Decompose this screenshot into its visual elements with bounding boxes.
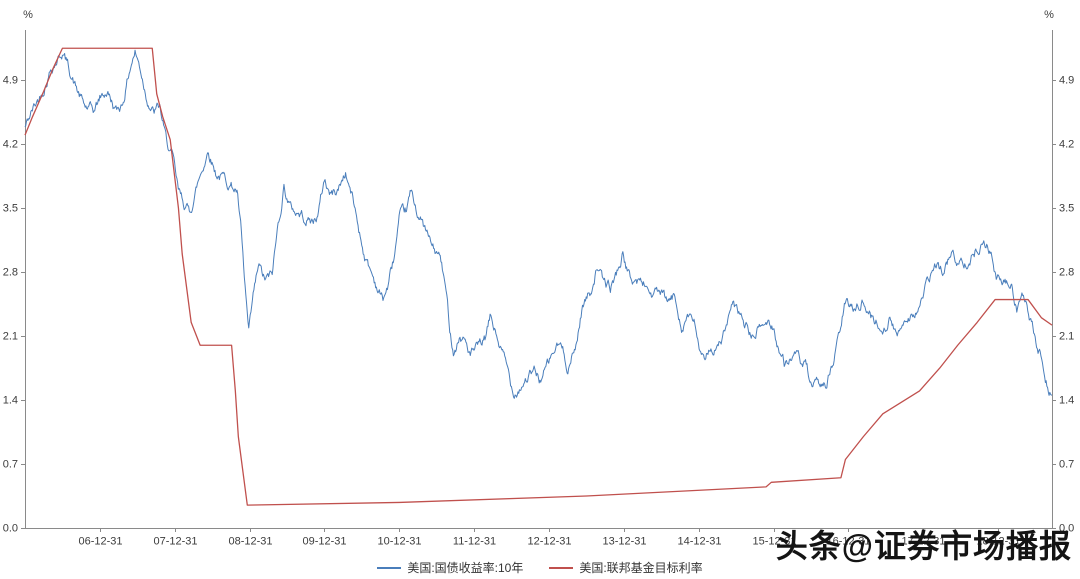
legend: 美国:国债收益率:10年 美国:联邦基金目标利率 — [0, 559, 1080, 576]
watermark-text: 头条@证券市场播报 — [775, 528, 1072, 564]
legend-label-treasury-yield: 美国:国债收益率:10年 — [407, 561, 524, 575]
line-chart-canvas — [0, 0, 1080, 556]
legend-item-treasury-yield: 美国:国债收益率:10年 — [377, 559, 523, 576]
legend-item-fed-funds-rate: 美国:联邦基金目标利率 — [549, 559, 703, 576]
legend-line-fed-funds-rate-icon — [549, 566, 574, 569]
legend-label-fed-funds-rate: 美国:联邦基金目标利率 — [579, 561, 703, 575]
legend-line-treasury-yield-icon — [377, 566, 402, 569]
